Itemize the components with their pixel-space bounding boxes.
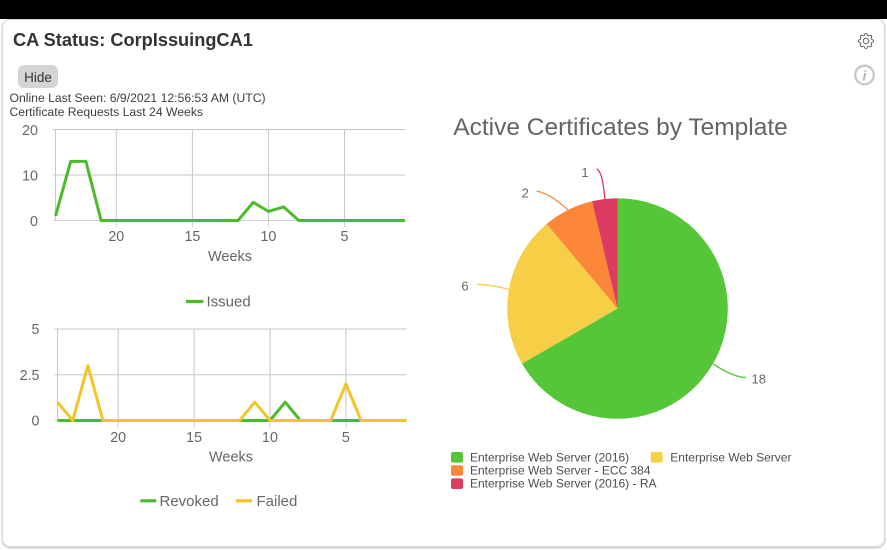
svg-text:5: 5: [32, 322, 40, 338]
svg-text:20: 20: [22, 123, 38, 139]
svg-text:2.5: 2.5: [20, 368, 40, 384]
svg-text:Issued: Issued: [207, 294, 251, 311]
svg-text:2: 2: [522, 185, 529, 200]
svg-text:1: 1: [581, 165, 588, 180]
svg-text:i: i: [863, 68, 868, 84]
svg-text:0: 0: [30, 214, 38, 230]
svg-text:Revoked: Revoked: [160, 493, 219, 510]
svg-text:6: 6: [461, 278, 468, 293]
svg-text:Enterprise Web Server (2016): Enterprise Web Server (2016): [470, 450, 629, 464]
svg-text:15: 15: [184, 229, 200, 245]
svg-text:10: 10: [260, 229, 276, 245]
svg-text:0: 0: [32, 414, 40, 430]
svg-text:Failed: Failed: [257, 493, 298, 510]
svg-text:Enterprise Web Server - ECC 38: Enterprise Web Server - ECC 384: [470, 464, 651, 478]
svg-text:10: 10: [262, 430, 278, 446]
svg-text:15: 15: [186, 430, 202, 446]
svg-text:18: 18: [752, 372, 766, 387]
svg-text:5: 5: [342, 430, 350, 446]
svg-text:Weeks: Weeks: [209, 450, 253, 466]
svg-text:5: 5: [341, 229, 349, 245]
svg-text:10: 10: [22, 169, 38, 185]
svg-text:20: 20: [108, 229, 124, 245]
svg-text:Active Certificates by Templat: Active Certificates by Template: [453, 114, 788, 141]
svg-text:Enterprise Web Server (2016) -: Enterprise Web Server (2016) - RA: [470, 477, 657, 491]
svg-text:20: 20: [110, 430, 126, 446]
svg-text:Enterprise Web Server: Enterprise Web Server: [670, 450, 791, 464]
svg-text:Weeks: Weeks: [208, 249, 252, 265]
